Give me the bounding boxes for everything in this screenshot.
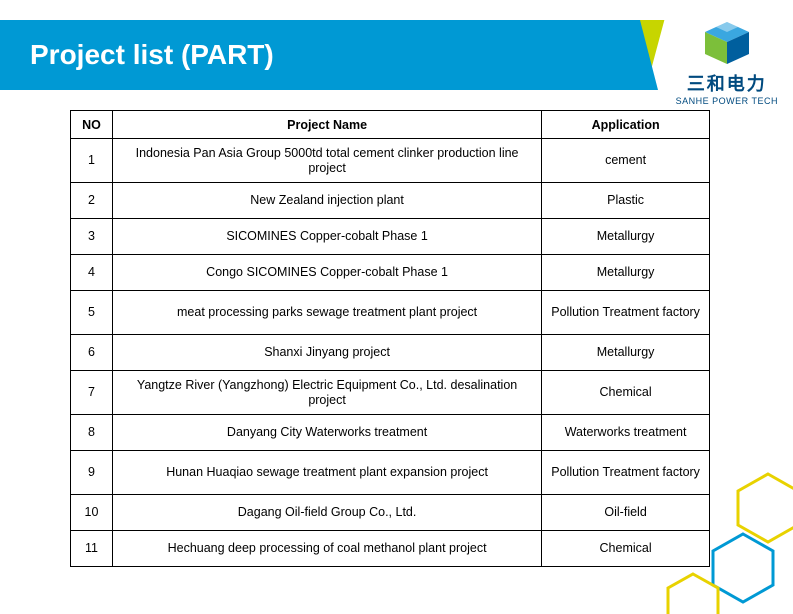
- logo-cube-icon: [699, 20, 755, 66]
- table-row: 1Indonesia Pan Asia Group 5000td total c…: [71, 139, 710, 183]
- cell-name: Hechuang deep processing of coal methano…: [112, 531, 541, 567]
- cell-no: 11: [71, 531, 113, 567]
- table-row: 9Hunan Huaqiao sewage treatment plant ex…: [71, 451, 710, 495]
- table-row: 7Yangtze River (Yangzhong) Electric Equi…: [71, 371, 710, 415]
- table-row: 10Dagang Oil-field Group Co., Ltd.Oil-fi…: [71, 495, 710, 531]
- cell-app: Chemical: [542, 531, 710, 567]
- cell-name: Yangtze River (Yangzhong) Electric Equip…: [112, 371, 541, 415]
- cell-app: Chemical: [542, 371, 710, 415]
- table-row: 5meat processing parks sewage treatment …: [71, 291, 710, 335]
- cell-app: Waterworks treatment: [542, 415, 710, 451]
- table-row: 3SICOMINES Copper-cobalt Phase 1Metallur…: [71, 219, 710, 255]
- cell-name: Congo SICOMINES Copper-cobalt Phase 1: [112, 255, 541, 291]
- col-header-no: NO: [71, 111, 113, 139]
- cell-app: cement: [542, 139, 710, 183]
- cell-no: 7: [71, 371, 113, 415]
- project-table-container: NO Project Name Application 1Indonesia P…: [70, 110, 710, 567]
- cell-app: Pollution Treatment factory: [542, 291, 710, 335]
- table-row: 11Hechuang deep processing of coal metha…: [71, 531, 710, 567]
- cell-no: 6: [71, 335, 113, 371]
- project-table: NO Project Name Application 1Indonesia P…: [70, 110, 710, 567]
- cell-no: 1: [71, 139, 113, 183]
- cell-app: Pollution Treatment factory: [542, 451, 710, 495]
- table-row: 2New Zealand injection plantPlastic: [71, 183, 710, 219]
- page-title: Project list (PART): [30, 39, 274, 71]
- cell-name: SICOMINES Copper-cobalt Phase 1: [112, 219, 541, 255]
- cell-name: meat processing parks sewage treatment p…: [112, 291, 541, 335]
- cell-name: New Zealand injection plant: [112, 183, 541, 219]
- cell-no: 9: [71, 451, 113, 495]
- cell-name: Dagang Oil-field Group Co., Ltd.: [112, 495, 541, 531]
- cell-no: 10: [71, 495, 113, 531]
- cell-no: 2: [71, 183, 113, 219]
- cell-app: Oil-field: [542, 495, 710, 531]
- logo: 三和电力 SANHE POWER TECH: [676, 20, 778, 106]
- table-row: 4Congo SICOMINES Copper-cobalt Phase 1Me…: [71, 255, 710, 291]
- header-bar: Project list (PART): [0, 20, 640, 90]
- table-header-row: NO Project Name Application: [71, 111, 710, 139]
- cell-name: Hunan Huaqiao sewage treatment plant exp…: [112, 451, 541, 495]
- table-row: 6Shanxi Jinyang projectMetallurgy: [71, 335, 710, 371]
- col-header-name: Project Name: [112, 111, 541, 139]
- cell-app: Metallurgy: [542, 335, 710, 371]
- cell-name: Shanxi Jinyang project: [112, 335, 541, 371]
- cell-no: 8: [71, 415, 113, 451]
- cell-app: Plastic: [542, 183, 710, 219]
- cell-name: Danyang City Waterworks treatment: [112, 415, 541, 451]
- table-row: 8Danyang City Waterworks treatmentWaterw…: [71, 415, 710, 451]
- logo-text-cn: 三和电力: [676, 70, 778, 96]
- cell-name: Indonesia Pan Asia Group 5000td total ce…: [112, 139, 541, 183]
- cell-no: 3: [71, 219, 113, 255]
- cell-app: Metallurgy: [542, 255, 710, 291]
- cell-no: 5: [71, 291, 113, 335]
- col-header-app: Application: [542, 111, 710, 139]
- cell-no: 4: [71, 255, 113, 291]
- cell-app: Metallurgy: [542, 219, 710, 255]
- logo-text-en: SANHE POWER TECH: [676, 96, 778, 106]
